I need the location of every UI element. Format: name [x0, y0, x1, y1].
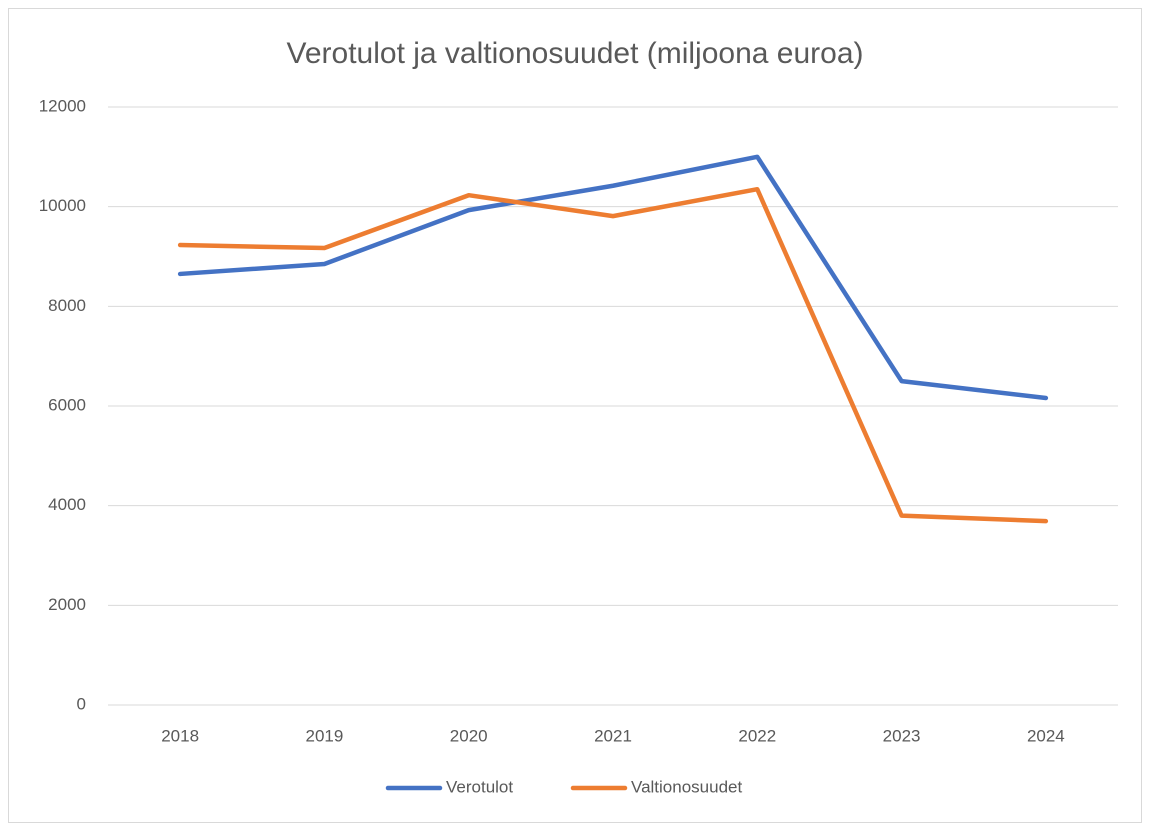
x-tick-label: 2020: [450, 726, 488, 745]
x-tick-label: 2018: [161, 726, 199, 745]
y-tick-label: 10000: [39, 196, 86, 215]
x-tick-label: 2019: [306, 726, 344, 745]
legend-label: Valtionosuudet: [631, 777, 742, 796]
x-tick-label: 2024: [1027, 726, 1065, 745]
series-line: [177, 154, 1049, 401]
y-tick-label: 6000: [48, 395, 86, 414]
legend-label: Verotulot: [446, 777, 513, 796]
x-tick-label: 2021: [594, 726, 632, 745]
chart-title: Verotulot ja valtionosuudet (miljoona eu…: [286, 37, 863, 70]
y-tick-label: 12000: [39, 96, 86, 115]
y-tick-label: 4000: [48, 495, 86, 514]
series-line: [177, 186, 1049, 524]
y-tick-label: 8000: [48, 296, 86, 315]
x-tick-label: 2022: [738, 726, 776, 745]
x-tick-label: 2023: [883, 726, 921, 745]
y-tick-label: 0: [77, 694, 86, 713]
y-tick-label: 2000: [48, 595, 86, 614]
chart-border: [8, 8, 1142, 823]
